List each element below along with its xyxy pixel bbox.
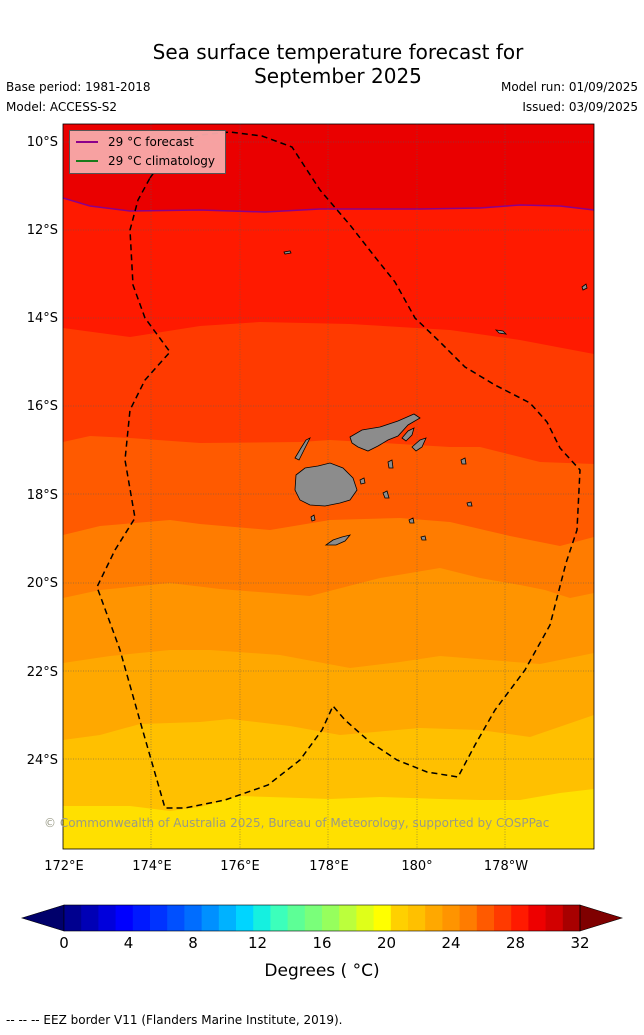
colorbar-segment [390,905,409,931]
cb-tick-32: 32 [570,934,589,952]
colorbar-segment [218,905,237,931]
band-20-21 [63,789,594,849]
cb-tick-12: 12 [248,934,267,952]
colorbar-segment [425,905,443,931]
colorbar-segment [132,905,151,931]
cb-tick-28: 28 [506,934,525,952]
model-name: Model: ACCESS-S2 [6,100,118,114]
colorbar-segment [236,905,254,931]
eez-footnote: -- -- -- EEZ border V11 (Flanders Marine… [6,1013,343,1027]
taveuni [401,427,415,442]
cb-tick-4: 4 [124,934,134,952]
colorbar-segment [270,905,289,931]
lon-label-180: 180° [401,859,432,874]
copyright-notice: © Commonwealth of Australia 2025, Bureau… [44,816,550,830]
cb-tick-0: 0 [59,934,69,952]
kadavu [324,534,352,546]
lat-labels: 10°S 12°S 14°S 16°S 18°S 20°S 22°S 24°S [27,135,58,768]
lat-label-14s: 14°S [27,311,58,326]
lau-island [411,437,427,452]
cb-tick-16: 16 [312,934,331,952]
colorbar-segment [81,905,99,931]
cb-tick-8: 8 [188,934,198,952]
sst-map: 10°S 12°S 14°S 16°S 18°S 20°S 22°S 24°S … [20,123,624,981]
legend-climatology: 29 °C climatology [76,153,215,169]
colorbar-segment [98,905,117,931]
colorbar-segment [442,905,461,931]
lon-label-178e: 178°E [309,859,349,874]
colorbar-segment [253,905,271,931]
base-period: Base period: 1981-2018 [6,80,151,94]
colorbar-over-arrow [579,904,624,932]
viti-levu [294,462,358,507]
colorbar-segment [287,905,306,931]
colorbar-segment [201,905,220,931]
eez-border [96,131,581,809]
colorbar-frame [63,904,581,932]
colorbar-segment [545,905,564,931]
colorbar-segment [150,905,168,931]
colorbar-segment [64,905,82,931]
lon-label-178w: 178°W [484,859,528,874]
legend-climatology-label: 29 °C climatology [108,154,216,168]
colorbar-segment [562,905,581,931]
colorbar-under-arrow [20,904,65,932]
lon-label-174e: 174°E [132,859,172,874]
yasawa [294,437,311,461]
lon-labels: 172°E 174°E 176°E 178°E 180° 178°W [44,859,528,874]
map-area [63,124,594,849]
lat-label-10s: 10°S [27,135,58,150]
climatology-line-swatch [76,160,98,162]
colorbar-segment [476,905,495,931]
forecast-line-swatch [76,141,98,143]
legend-forecast: 29 °C forecast [76,134,194,150]
small-islands [283,250,588,541]
colorbar-segment [304,905,323,931]
forecast-29c-contour [63,197,594,213]
lat-label-22s: 22°S [27,665,58,680]
vanua-levu [349,413,421,452]
colorbar-segment [459,905,478,931]
colorbar-segment [528,905,547,931]
land [283,250,588,546]
lon-label-176e: 176°E [220,859,260,874]
colorbar-title: Degrees ( °C) [264,961,379,981]
cb-tick-24: 24 [441,934,460,952]
lon-label-172e: 172°E [44,859,84,874]
legend: 29 °C forecast 29 °C climatology [69,130,226,174]
lat-label-16s: 16°S [27,399,58,414]
colorbar-segment [115,905,134,931]
colorbar-segment [408,905,426,931]
title-line-1: Sea surface temperature forecast for [152,40,524,64]
title-line-2: September 2025 [254,64,422,88]
lat-label-20s: 20°S [27,576,58,591]
chart-title: Sea surface temperature forecast for Sep… [0,40,644,88]
lat-label-18s: 18°S [27,488,58,503]
colorbar-segment [339,905,357,931]
issued-date: Issued: 03/09/2025 [522,100,638,114]
colorbar-segment [511,905,529,931]
colorbar-segment [322,905,340,931]
lat-label-12s: 12°S [27,223,58,238]
model-run: Model run: 01/09/2025 [500,80,638,94]
colorbar-segment [373,905,392,931]
lat-label-24s: 24°S [27,753,58,768]
colorbar [20,904,624,932]
colorbar-segment [167,905,185,931]
cb-tick-20: 20 [377,934,396,952]
colorbar-segment [356,905,375,931]
legend-forecast-label: 29 °C forecast [108,135,194,149]
colorbar-segment [184,905,203,931]
colorbar-ticks: 0 4 8 12 16 20 24 28 32 [59,934,589,952]
colorbar-segment [494,905,512,931]
